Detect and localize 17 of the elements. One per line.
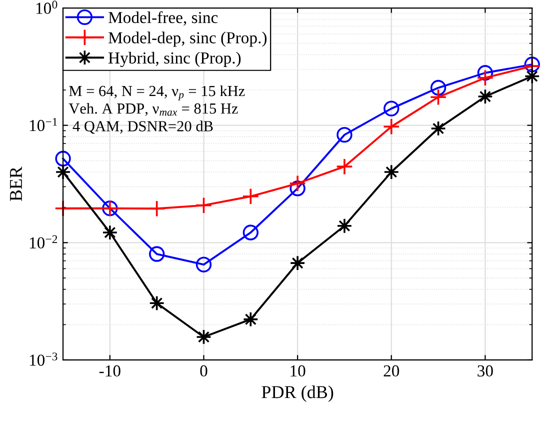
x-axis-title: PDR (dB) bbox=[262, 385, 334, 402]
x-tick-label: 30 bbox=[478, 365, 493, 377]
x-tick-label: 20 bbox=[384, 365, 400, 377]
annotation: 4 QAM, DSNR=20 dB bbox=[72, 120, 213, 134]
legend-label: Model-free, sinc bbox=[108, 11, 218, 26]
annotation: Veh. A PDP, ν$_{max}$ = 815 Hz bbox=[68, 102, 238, 116]
y-tick-label: 10$^{0}$ bbox=[36, 0, 58, 14]
annotation: M = 64, N = 24, ν$_{p}$ = 15 kHz bbox=[69, 85, 245, 100]
y-tick-label: 10$^{−1}$ bbox=[30, 118, 58, 132]
y-tick-label: 10$^{−3}$ bbox=[30, 352, 58, 366]
x-tick-label: 0 bbox=[200, 365, 208, 377]
x-tick-label: -10 bbox=[99, 365, 120, 377]
y-tick-label: 10$^{−2}$ bbox=[30, 235, 58, 249]
x-tick-label: 10 bbox=[290, 365, 306, 377]
legend-label: Model-dep, sinc (Prop.) bbox=[108, 32, 267, 47]
legend-label: Hybrid, sinc (Prop.) bbox=[108, 52, 241, 68]
y-axis-title: BER bbox=[10, 166, 22, 202]
